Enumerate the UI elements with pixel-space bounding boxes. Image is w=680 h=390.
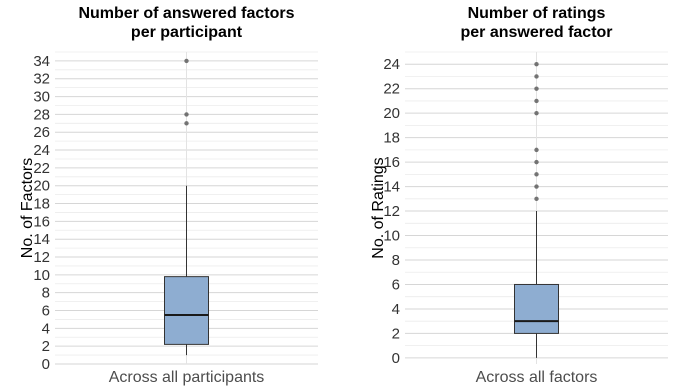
panel2-y-tick-label: 22: [383, 81, 400, 98]
panel1-y-tick-label: 10: [33, 267, 50, 284]
panel2-y-tick-label: 10: [383, 228, 400, 245]
panel2-y-tick-label: 20: [383, 105, 400, 122]
panel1-y-tick-label: 20: [33, 178, 50, 195]
panel1-x-category-label: Across all participants: [109, 369, 265, 386]
panel1-y-tick-label: 16: [33, 213, 50, 230]
panel1-y-tick-label: 2: [42, 338, 50, 355]
panel2-outlier-point: [534, 62, 539, 67]
panel2-outlier-point: [534, 74, 539, 79]
panel1-y-axis-label: No. of Factors: [19, 158, 36, 258]
panel2-title-line: Number of ratings: [468, 5, 606, 22]
panel2-y-tick-label: 12: [383, 203, 400, 220]
panel2-outlier-point: [534, 184, 539, 189]
panel1-y-tick-label: 34: [33, 53, 50, 70]
panel2-y-tick-label: 14: [383, 179, 400, 196]
panel1-outlier-point: [184, 112, 189, 117]
panel1-y-tick-label: 22: [33, 160, 50, 177]
panel1-title-line: Number of answered factors: [78, 5, 294, 22]
panel2-outlier-point: [534, 159, 539, 165]
panel1-y-tick-label: 0: [42, 356, 50, 373]
panel2-outlier-point: [534, 147, 539, 153]
panel2-y-tick-label: 24: [383, 56, 400, 73]
panel1-y-tick-label: 12: [33, 249, 50, 266]
panel2-y-tick-label: 2: [392, 325, 400, 342]
panel1-y-tick-label: 32: [33, 71, 50, 88]
panel2-y-tick-label: 4: [392, 301, 400, 318]
panel1-y-tick-label: 8: [42, 285, 50, 302]
panel2-outlier-point: [534, 86, 539, 91]
panel2-y-tick-label: 0: [392, 350, 400, 367]
panel2-y-tick-label: 8: [392, 252, 400, 269]
panel1-y-tick-label: 6: [42, 303, 50, 320]
panel1-y-tick-label: 24: [33, 142, 50, 159]
panel2-outlier-point: [534, 110, 539, 116]
panel1-y-tick-label: 30: [33, 89, 50, 106]
panel1-y-tick-label: 14: [33, 231, 50, 248]
panel1-y-tick-label: 4: [42, 320, 50, 337]
panel2-y-tick-label: 6: [392, 276, 400, 293]
panel1-y-tick-label: 28: [33, 106, 50, 123]
panel1-outlier-point: [184, 58, 189, 64]
panel1-y-tick-label: 18: [33, 196, 50, 213]
panel2-y-tick-label: 16: [383, 154, 400, 171]
panel1-title-line: per participant: [131, 24, 243, 41]
panel1-iqr-box: [164, 276, 209, 345]
panel1-y-tick-label: 26: [33, 124, 50, 141]
panel2-iqr-box: [514, 283, 559, 334]
panel2-outlier-point: [534, 172, 539, 177]
panel2-outlier-point: [534, 196, 539, 202]
panel2-outlier-point: [534, 98, 539, 104]
panel1-outlier-point: [184, 121, 189, 126]
panel2-y-axis-label: No. of Ratings: [370, 157, 387, 258]
panel2-y-tick-label: 18: [383, 130, 400, 147]
panel2-x-category-label: Across all factors: [476, 369, 598, 386]
panel2-title-line: per answered factor: [460, 24, 612, 41]
